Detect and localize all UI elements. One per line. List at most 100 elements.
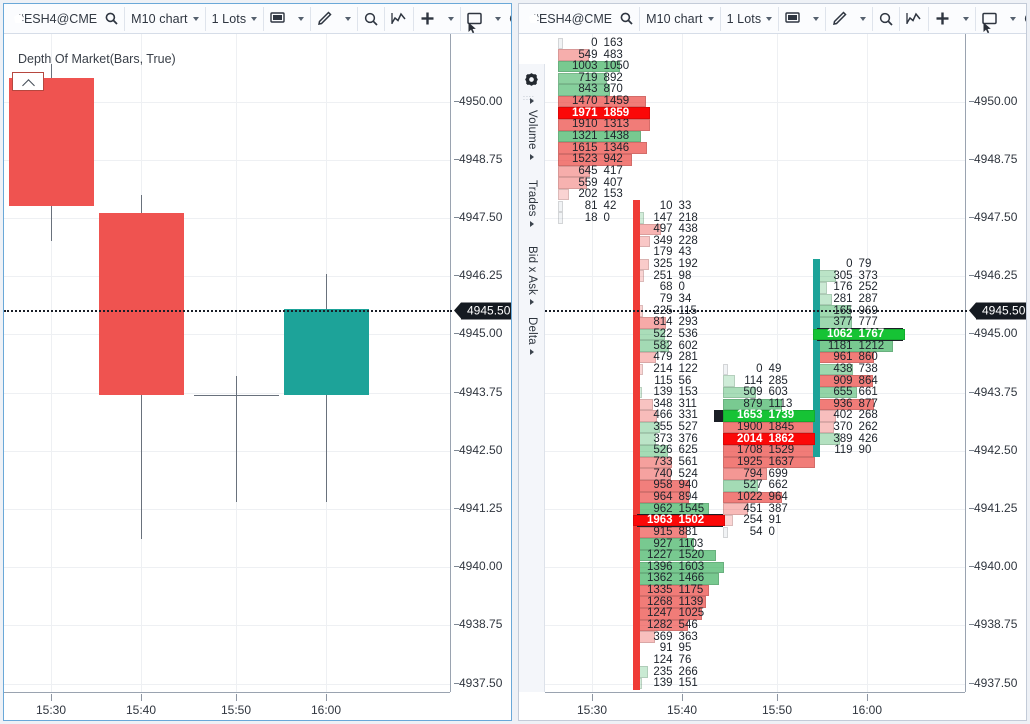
left-plot[interactable] xyxy=(4,34,452,692)
footprint-row[interactable]: 68 0 xyxy=(633,281,723,295)
footprint-column[interactable]: 0 49 114 285 509 603 879 1113 1653 1739 1900 1845 20… xyxy=(714,34,815,700)
symbol-label[interactable]: #ESH4@CME xyxy=(532,11,613,26)
footprint-row[interactable]: 961 860 xyxy=(813,351,903,364)
footprint-row[interactable]: 438 738 xyxy=(813,363,903,376)
plus-icon[interactable] xyxy=(931,7,954,31)
footprint-row[interactable]: 139 153 xyxy=(633,386,723,399)
footprint-row[interactable]: 1282 546 xyxy=(633,619,723,632)
drag-dots-icon[interactable]: :::: xyxy=(523,95,535,102)
footprint-row[interactable]: 1971 1859 xyxy=(558,107,650,120)
footprint-row[interactable]: 114 285 xyxy=(723,375,813,388)
left-chart-area[interactable]: Depth Of Market(Bars, True) 4950.00 4948.… xyxy=(4,34,511,720)
footprint-row[interactable]: 281 287 xyxy=(813,293,903,306)
footprint-row[interactable]: 147 218 xyxy=(633,212,723,225)
footprint-row[interactable]: 958 940 xyxy=(633,479,723,493)
footprint-row[interactable]: 235 266 xyxy=(633,666,723,679)
footprint-row[interactable]: 1615 1346 xyxy=(558,142,648,155)
footprint-row[interactable]: 740 524 xyxy=(633,468,723,481)
footprint-row[interactable]: 1900 1845 xyxy=(723,421,815,434)
footprint-row[interactable]: 0 79 xyxy=(813,258,903,271)
gear-icon[interactable] xyxy=(524,72,539,92)
footprint-row[interactable]: 522 536 xyxy=(633,328,723,341)
footprint-row[interactable]: 466 331 xyxy=(633,409,723,423)
footprint-row[interactable]: 1396 1603 xyxy=(633,561,724,574)
footprint-row[interactable]: 843 870 xyxy=(558,83,648,97)
footprint-row[interactable]: 79 34 xyxy=(633,293,723,306)
footprint-row[interactable]: 915 881 xyxy=(633,526,723,539)
footprint-row[interactable]: 879 1113 xyxy=(723,398,813,411)
footprint-row[interactable]: 655 661 xyxy=(813,386,903,399)
footprint-row[interactable]: 526 625 xyxy=(633,444,723,458)
footprint-row[interactable]: 176 252 xyxy=(813,281,903,295)
rail-item-volume[interactable]: Volume xyxy=(519,110,545,164)
footprint-row[interactable]: 1335 1175 xyxy=(633,584,723,597)
footprint-row[interactable]: 719 892 xyxy=(558,72,648,85)
monitor-dropdown[interactable] xyxy=(289,6,312,31)
monitor-dropdown[interactable] xyxy=(804,6,827,31)
symbol-label[interactable]: #ESH4@CME xyxy=(17,11,98,26)
footprint-row[interactable]: 373 376 xyxy=(633,433,723,446)
footprint-row[interactable]: 389 426 xyxy=(813,433,903,446)
footprint-row[interactable]: 305 373 xyxy=(813,270,903,283)
footprint-row[interactable]: 1062 1767 xyxy=(813,328,905,341)
indicator-rail[interactable]: :::: Volume Trade xyxy=(519,64,545,692)
timeframe-dropdown[interactable]: M10 chart xyxy=(127,6,206,31)
footprint-row[interactable]: 479 281 xyxy=(633,351,723,364)
footprint-row[interactable]: 0 163 xyxy=(558,37,648,50)
plus-dropdown[interactable] xyxy=(439,6,462,31)
plus-icon[interactable] xyxy=(416,7,439,31)
footprint-row[interactable]: 1963 1502 xyxy=(633,514,725,527)
footprint-row[interactable]: 1321 1438 xyxy=(558,130,648,143)
magnifier-icon[interactable] xyxy=(360,6,386,31)
rail-item-delta[interactable]: Delta xyxy=(519,317,545,359)
chart-menu-label[interactable]: Chart xyxy=(1020,7,1026,31)
footprint-row[interactable]: 1362 1466 xyxy=(633,572,723,586)
footprint-row[interactable]: 10 33 xyxy=(633,200,723,213)
footprint-row[interactable]: 733 561 xyxy=(633,456,723,469)
candlestick[interactable] xyxy=(98,34,184,700)
footprint-row[interactable]: 582 602 xyxy=(633,340,723,353)
right-plot[interactable]: 0 163 549 483 1003 1050 719 892 843 870 1470 1459 19… xyxy=(545,34,967,692)
monitor-icon[interactable] xyxy=(781,7,804,31)
right-price-axis[interactable]: 4950.00 4948.75 4947.50 4946.25 4945.00 4943.… xyxy=(965,34,1026,692)
footprint-row[interactable]: 927 1103 xyxy=(633,538,723,551)
footprint-row[interactable]: 119 90 xyxy=(813,444,903,458)
footprint-row[interactable]: 645 417 xyxy=(558,165,648,178)
footprint-row[interactable]: 1470 1459 xyxy=(558,95,648,108)
footprint-column[interactable]: 10 33 147 218 497 438 349 228 179 43 325 192 251 98 68… xyxy=(633,34,725,700)
footprint-row[interactable]: 179 43 xyxy=(633,246,723,260)
window-icon[interactable] xyxy=(978,7,1001,31)
footprint-row[interactable]: 1227 1520 xyxy=(633,549,723,562)
left-time-axis[interactable]: 15:30 15:40 15:50 16:00 xyxy=(4,692,450,720)
footprint-row[interactable]: 1181 1212 xyxy=(813,340,903,353)
plus-dropdown[interactable] xyxy=(954,6,977,31)
footprint-row[interactable]: 115 56 xyxy=(633,375,723,388)
footprint-row[interactable]: 2014 1862 xyxy=(723,433,815,446)
footprint-row[interactable]: 91 95 xyxy=(633,642,723,656)
pencil-dropdown[interactable] xyxy=(336,6,359,31)
magnifier-icon[interactable] xyxy=(875,6,901,31)
footprint-row[interactable]: 909 864 xyxy=(813,375,903,388)
pencil-icon[interactable] xyxy=(828,7,851,31)
rail-item-bid-x-ask[interactable]: Bid x Ask xyxy=(519,246,545,309)
footprint-row[interactable]: 1925 1637 xyxy=(723,456,815,469)
footprint-row[interactable]: 1003 1050 xyxy=(558,60,648,73)
footprint-row[interactable]: 814 293 xyxy=(633,316,723,330)
window-icon[interactable] xyxy=(463,7,486,31)
footprint-row[interactable]: 962 1545 xyxy=(633,503,723,516)
footprint-row[interactable]: 251 98 xyxy=(633,270,723,283)
footprint-row[interactable]: 355 527 xyxy=(633,421,723,434)
left-price-axis[interactable]: 4950.00 4948.75 4947.50 4946.25 4945.00 4943.… xyxy=(450,34,511,692)
footprint-row[interactable]: 497 438 xyxy=(633,223,723,236)
timeframe-dropdown[interactable]: M10 chart xyxy=(642,6,721,31)
lots-dropdown[interactable]: 1 Lots xyxy=(723,6,780,31)
footprint-row[interactable]: 1523 942 xyxy=(558,153,648,167)
footprint-row[interactable]: 549 483 xyxy=(558,49,648,62)
lots-dropdown[interactable]: 1 Lots xyxy=(208,6,265,31)
footprint-row[interactable]: 214 122 xyxy=(633,363,723,376)
footprint-row[interactable]: 377 777 xyxy=(813,316,903,330)
footprint-row[interactable]: 1268 1139 xyxy=(633,596,723,609)
candlestick[interactable] xyxy=(193,34,279,700)
footprint-row[interactable]: 794 699 xyxy=(723,468,813,481)
rail-item-trades[interactable]: Trades xyxy=(519,180,545,231)
